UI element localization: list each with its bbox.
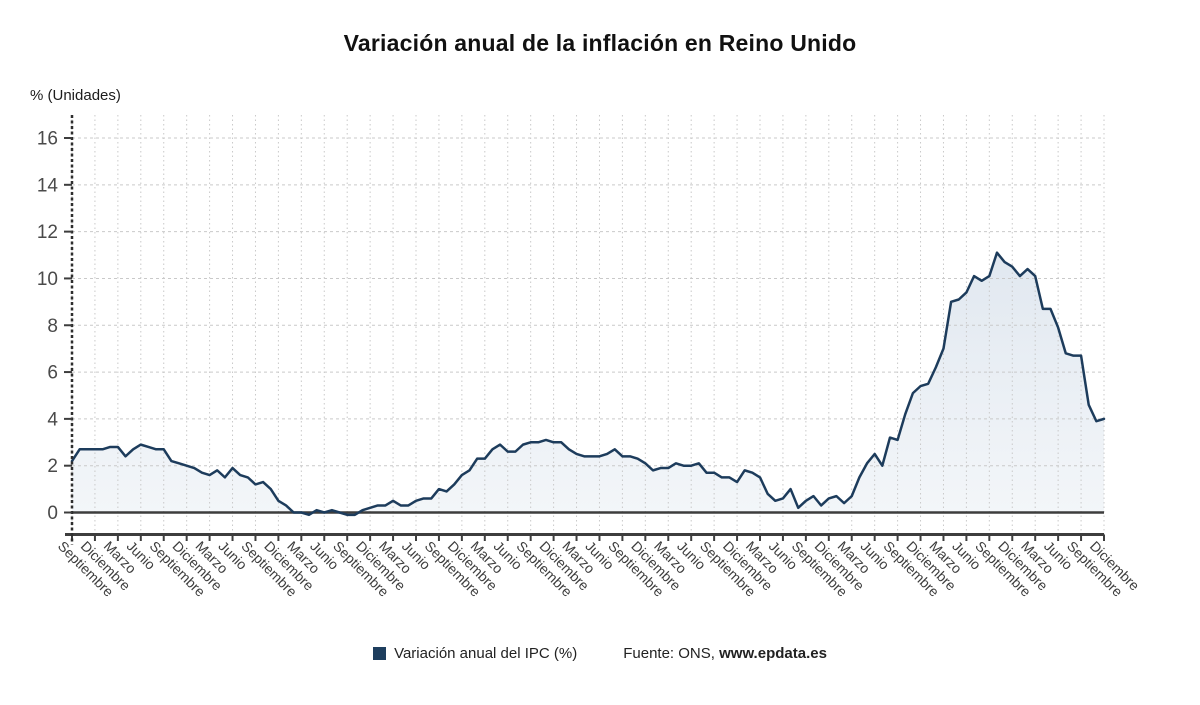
y-tick-label: 8: [47, 316, 58, 337]
y-tick-label: 10: [37, 269, 58, 290]
source-url: www.epdata.es: [719, 645, 827, 662]
y-tick-label: 6: [47, 363, 58, 384]
y-tick-label: 0: [47, 503, 58, 524]
source-text: Fuente: ONS, www.epdata.es: [623, 645, 827, 662]
legend-label: Variación anual del IPC (%): [394, 645, 578, 662]
source-prefix: Fuente: ONS,: [623, 645, 720, 662]
y-tick-label: 12: [37, 222, 58, 243]
ipc-series-line: [70, 251, 1106, 517]
y-axis-title: % (Unidades): [30, 87, 121, 104]
area-fill: [72, 252, 1104, 515]
y-tick-label: 16: [37, 129, 58, 150]
y-tick-label: 4: [47, 409, 58, 430]
y-tick-label: 14: [37, 175, 59, 196]
legend: Variación anual del IPC (%) Fuente: ONS,…: [0, 645, 1200, 662]
page-title: Variación anual de la inflación en Reino…: [343, 30, 857, 56]
y-tick-label: 2: [47, 456, 58, 477]
legend-swatch-icon: [373, 647, 387, 660]
